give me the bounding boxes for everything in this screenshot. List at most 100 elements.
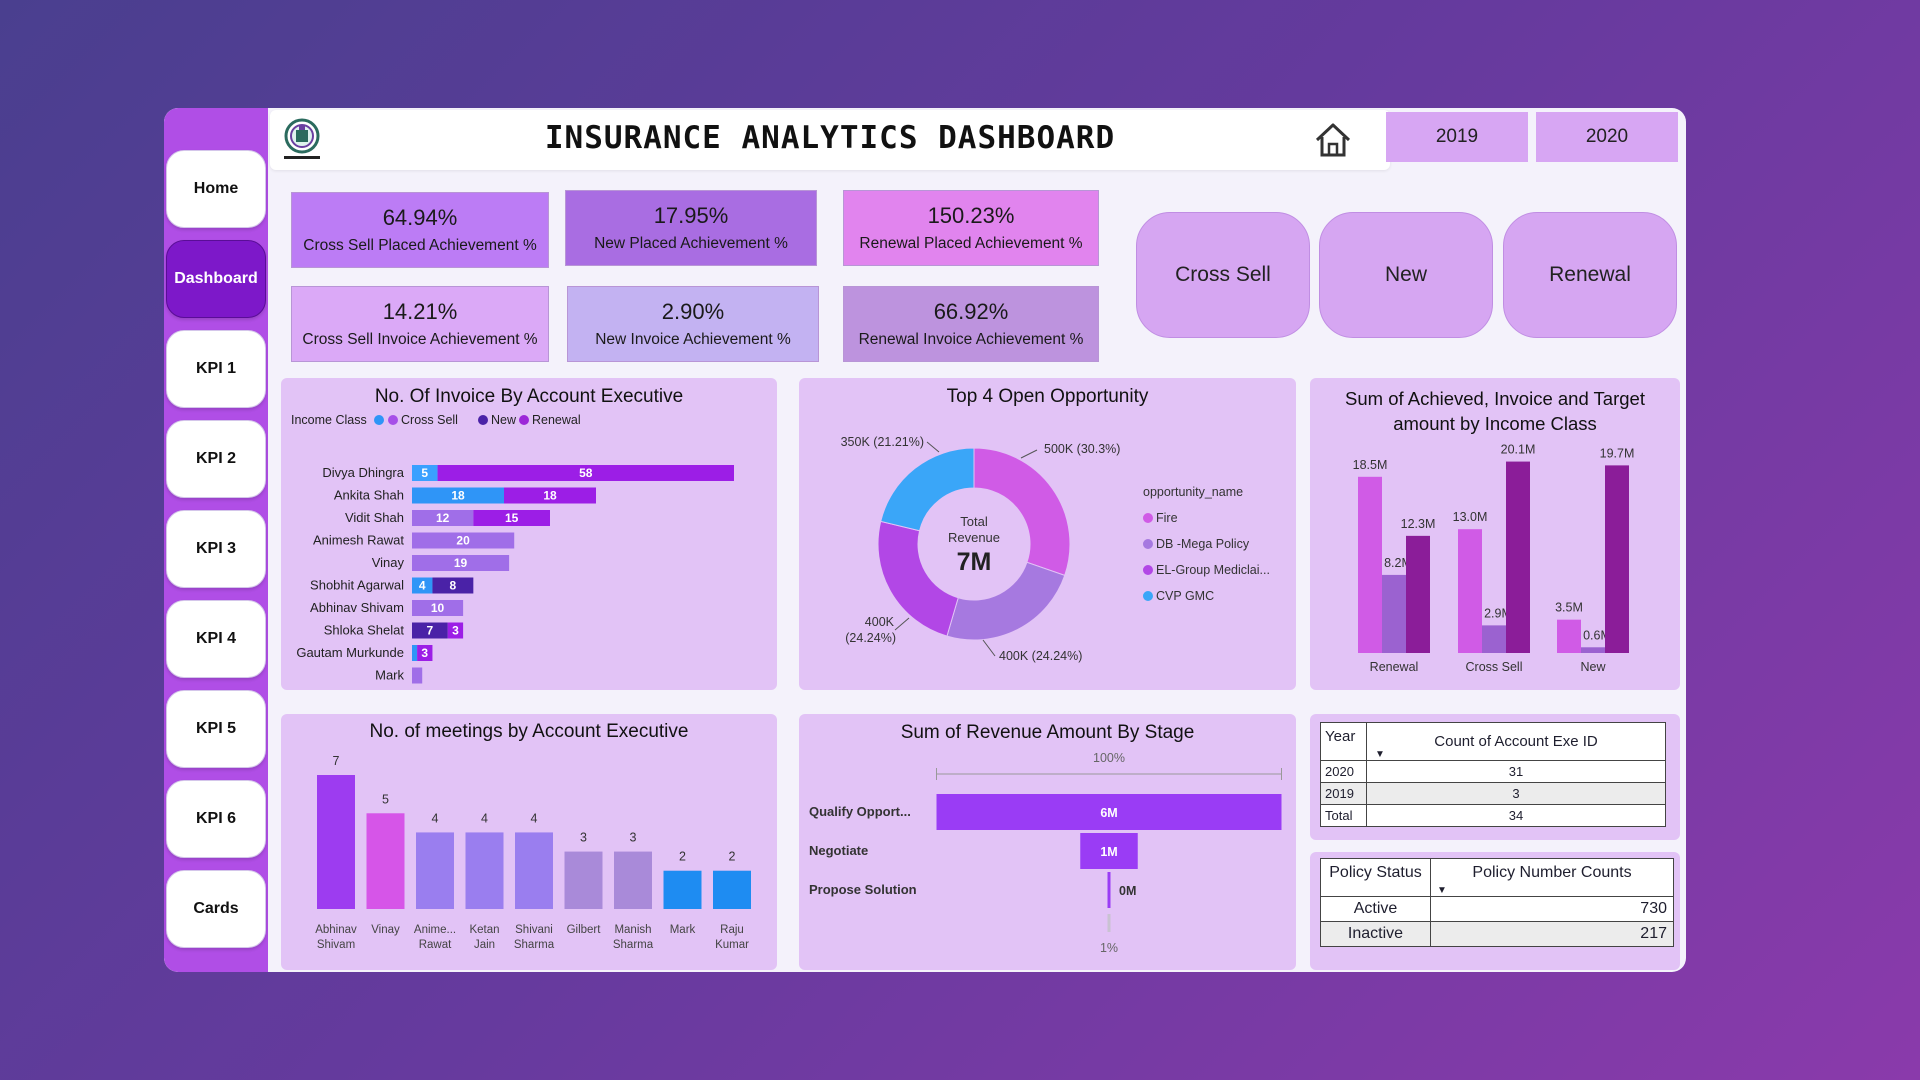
legend-dot xyxy=(478,415,488,425)
category-label: Shivani xyxy=(515,924,553,936)
year-2019-button[interactable]: 2019 xyxy=(1386,112,1528,162)
data-label: 19 xyxy=(454,556,468,570)
open-opportunity-panel: Top 4 Open Opportunity 500K (30.3%) 400K … xyxy=(799,378,1296,690)
sort-descending-icon[interactable]: ▼ xyxy=(1375,749,1385,760)
data-label: 20 xyxy=(456,534,470,548)
revenue-by-stage-panel: Sum of Revenue Amount By Stage 100% Quali… xyxy=(799,714,1296,970)
category-label: Renewal xyxy=(1370,660,1419,674)
bar xyxy=(465,832,504,909)
kpi-value: 17.95% xyxy=(653,203,729,228)
data-label: 2.9M xyxy=(1484,606,1512,620)
revenue-by-stage-funnel-chart: 100% Qualify Opport... 6M Negotiate 1M Propos… xyxy=(809,751,1282,955)
legend-item: Cross Sell xyxy=(401,413,458,427)
sort-descending-icon[interactable]: ▼ xyxy=(1437,885,1447,896)
legend-item: Renewal xyxy=(532,413,581,427)
legend-title: opportunity_name xyxy=(1143,485,1243,499)
kpi-label: Cross Sell Invoice Achievement % xyxy=(302,331,538,348)
category-label: Abhinav Shivam xyxy=(310,600,404,615)
nav-kpi-3[interactable]: KPI 3 xyxy=(166,510,266,588)
legend-title: Income Class xyxy=(291,413,367,427)
category-label: Ankita Shah xyxy=(334,488,404,503)
count-cell: 34 xyxy=(1366,804,1666,827)
bar xyxy=(1406,535,1430,653)
slice-label: 500K (30.3%) xyxy=(1044,442,1120,456)
data-label: 5 xyxy=(382,792,389,806)
count-column-header[interactable]: ▼ Count of Account Exe ID xyxy=(1366,722,1666,761)
nav-kpi-5[interactable]: KPI 5 xyxy=(166,690,266,768)
funnel-bar xyxy=(1107,872,1111,908)
funnel-bottom-label: 1% xyxy=(1100,941,1118,955)
kpi-value: 14.21% xyxy=(382,299,458,324)
policy-status-header-label: Policy Status xyxy=(1329,864,1422,881)
bar-segment xyxy=(412,667,423,684)
cross-sell-button[interactable]: Cross Sell xyxy=(1136,212,1310,338)
legend-dot xyxy=(1143,565,1153,575)
leader-line xyxy=(926,441,940,453)
category-label: New xyxy=(1580,660,1606,674)
policy-count-header[interactable]: ▼ Policy Number Counts xyxy=(1430,858,1674,897)
category-label: Gautam Murkunde xyxy=(296,645,404,660)
donut-slice xyxy=(880,447,975,532)
table-row: 2020 31 xyxy=(1320,760,1666,783)
data-label: 2 xyxy=(679,850,686,864)
data-label: 4 xyxy=(419,579,426,593)
category-label: Sharma xyxy=(514,939,555,951)
legend-dot xyxy=(1143,539,1153,549)
data-label: 58 xyxy=(579,466,593,480)
bar xyxy=(515,832,553,909)
donut-center-label: Total xyxy=(960,514,988,529)
stage-label: Qualify Opport... xyxy=(809,804,911,819)
data-label: 0.6M xyxy=(1583,628,1611,642)
category-label: Gilbert xyxy=(567,924,602,936)
bar-segment xyxy=(412,577,433,594)
nav-kpi-6[interactable]: KPI 6 xyxy=(166,780,266,858)
bar xyxy=(663,870,702,909)
leader-line xyxy=(982,639,996,657)
year-2020-button[interactable]: 2020 xyxy=(1536,112,1678,162)
bar xyxy=(1557,619,1581,653)
nav-kpi-4[interactable]: KPI 4 xyxy=(166,600,266,678)
data-label: 18 xyxy=(451,489,465,503)
kpi-value: 66.92% xyxy=(933,299,1009,324)
bar xyxy=(1482,625,1506,653)
stage-label: Negotiate xyxy=(809,843,868,858)
policy-status-header[interactable]: Policy Status xyxy=(1320,858,1431,897)
nav-kpi-1[interactable]: KPI 1 xyxy=(166,330,266,408)
nav-dashboard[interactable]: Dashboard xyxy=(166,240,266,318)
home-icon[interactable] xyxy=(1310,118,1356,162)
sidebar: Home Dashboard KPI 1 KPI 2 KPI 3 KPI 4 K… xyxy=(164,108,268,972)
slice-label: 350K (21.21%) xyxy=(841,435,924,449)
bar xyxy=(1506,461,1530,653)
leader-line xyxy=(894,617,910,631)
data-label: 4 xyxy=(531,811,538,825)
nav-home[interactable]: Home xyxy=(166,150,266,228)
table-row: Active 730 xyxy=(1320,896,1674,922)
category-label: Vidit Shah xyxy=(345,510,404,525)
kpi-cross-sell-invoice: 14.21% Cross Sell Invoice Achievement % xyxy=(291,286,549,362)
nav-cards[interactable]: Cards xyxy=(166,870,266,948)
year-column-header[interactable]: Year xyxy=(1320,722,1367,761)
page-title: INSURANCE ANALYTICS DASHBOARD xyxy=(544,120,1116,156)
bar xyxy=(1358,476,1382,653)
new-button[interactable]: New xyxy=(1319,212,1493,338)
category-label: Vinay xyxy=(372,555,405,570)
legend-dot xyxy=(1143,591,1153,601)
data-label: 4 xyxy=(432,811,439,825)
renewal-button[interactable]: Renewal xyxy=(1503,212,1677,338)
nav-kpi-2[interactable]: KPI 2 xyxy=(166,420,266,498)
data-label: 8 xyxy=(450,579,457,593)
category-label: Anime... xyxy=(414,924,456,936)
dashboard-frame: Home Dashboard KPI 1 KPI 2 KPI 3 KPI 4 K… xyxy=(164,108,1686,972)
invoice-by-executive-panel: No. Of Invoice By Account Executive Inco… xyxy=(281,378,777,690)
policy-count-header-label: Policy Number Counts xyxy=(1472,864,1632,881)
legend-item: Fire xyxy=(1156,511,1178,525)
year-cell: Total xyxy=(1320,804,1367,827)
bar-segment xyxy=(432,577,474,594)
legend-item: DB -Mega Policy xyxy=(1156,537,1250,551)
legend-dot xyxy=(519,415,529,425)
bar xyxy=(1581,647,1605,653)
kpi-renewal-placed: 150.23% Renewal Placed Achievement % xyxy=(843,190,1099,266)
policy-status-cell: Inactive xyxy=(1320,921,1431,947)
year-cell: 2020 xyxy=(1320,760,1367,783)
category-label: Vinay xyxy=(371,924,400,936)
